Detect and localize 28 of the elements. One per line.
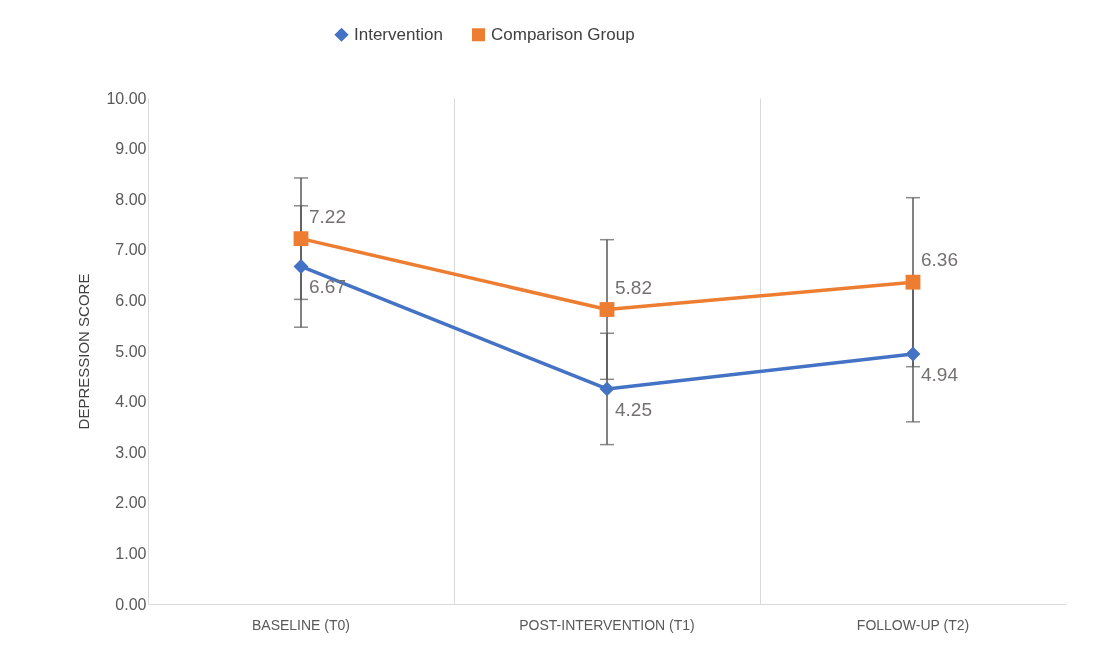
x-tick-label: FOLLOW-UP (T2) (856, 616, 970, 633)
point (905, 346, 921, 362)
y-axis-title: DEPRESSION SCORE (75, 273, 93, 430)
data-label: 6.36 (921, 249, 958, 271)
point (599, 381, 615, 397)
y-tick-label: 6.00 (115, 291, 147, 309)
legend-label: Comparison Group (491, 24, 635, 44)
y-tick-label: 4.00 (115, 393, 147, 411)
y-tick-label: 8.00 (115, 190, 147, 208)
y-tick-label: 10.00 (106, 89, 147, 107)
point (599, 302, 615, 317)
legend-label: Intervention (354, 24, 443, 44)
point (905, 274, 921, 290)
data-label: 6.67 (309, 276, 346, 298)
y-tick-label: 5.00 (115, 342, 147, 360)
data-label: 7.22 (309, 205, 346, 227)
x-tick-label: BASELINE (T0) (251, 616, 351, 633)
point (293, 231, 309, 247)
y-tick-label: 1.00 (115, 544, 147, 562)
y-tick-label: 9.00 (115, 140, 147, 158)
data-label: 4.25 (615, 398, 652, 420)
data-label: 5.82 (615, 276, 652, 298)
y-tick-label: 0.00 (115, 595, 147, 613)
data-label: 4.94 (921, 364, 959, 386)
y-tick-label: 3.00 (115, 443, 147, 461)
y-tick-label: 2.00 (115, 494, 147, 512)
x-tick-label: POST-INTERVENTION (T1) (519, 616, 695, 633)
y-tick-label: 7.00 (115, 241, 147, 259)
